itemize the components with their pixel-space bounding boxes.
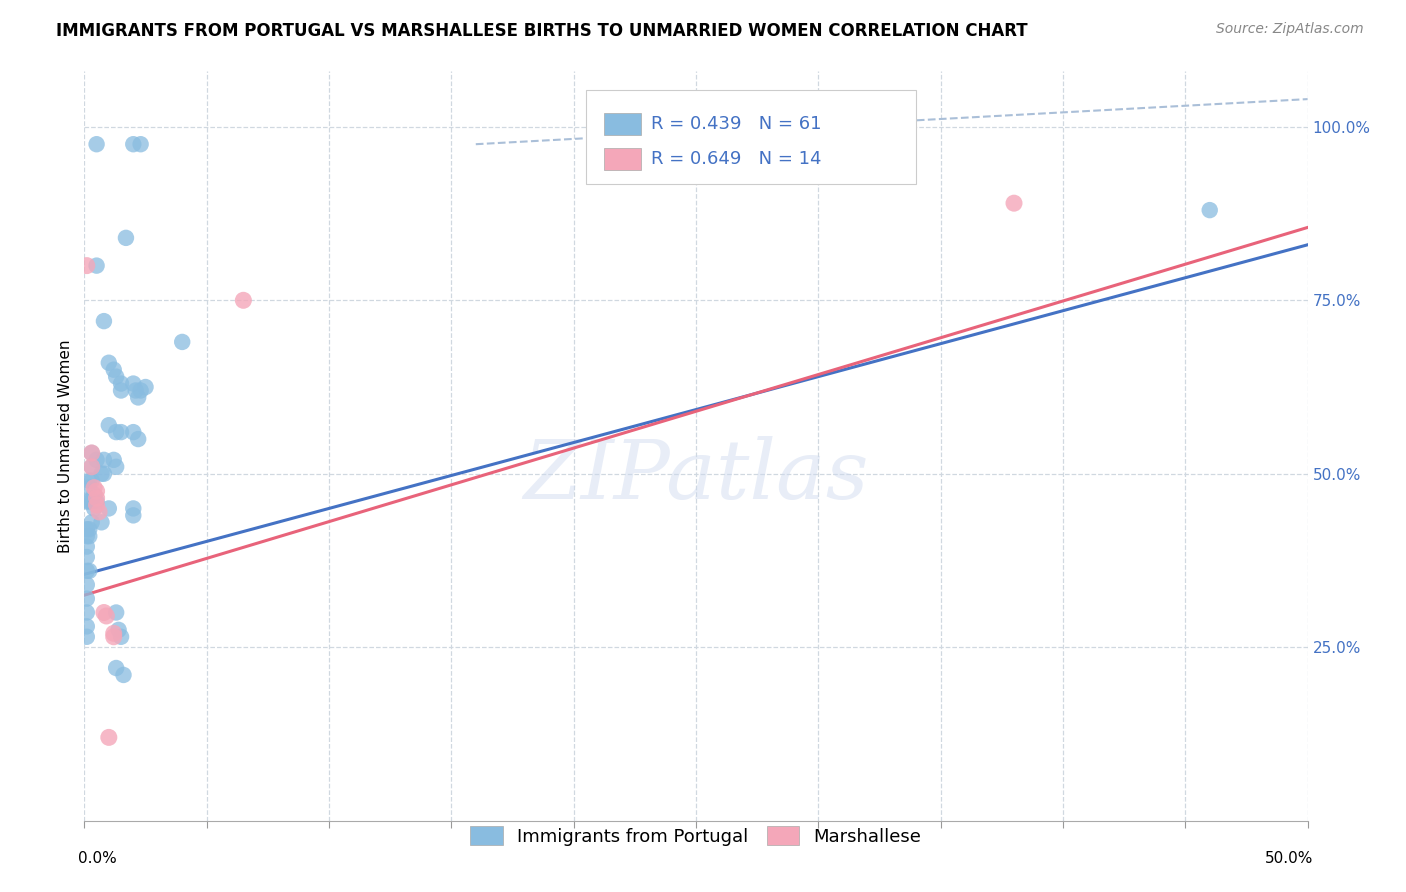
Text: 50.0%: 50.0% [1265,851,1313,865]
Point [76,619,98,633]
Point [83,487,105,501]
Point [86,137,108,152]
Point [77,494,100,508]
Point [110,425,132,439]
FancyBboxPatch shape [605,148,641,170]
Point [86,484,108,499]
Point [232,293,254,308]
Point [122,376,145,391]
Point [110,630,132,644]
Point [76,259,98,273]
Point [77,474,100,488]
Point [86,491,108,505]
Point [122,508,145,523]
Point [86,453,108,467]
Point [103,453,125,467]
Point [80,516,103,530]
Point [76,578,98,592]
Point [103,630,125,644]
Point [135,380,157,394]
Point [80,446,103,460]
Text: R = 0.439   N = 61: R = 0.439 N = 61 [651,115,821,133]
Point [112,668,135,682]
Point [172,334,194,349]
Point [1002,196,1025,211]
Point [127,391,149,405]
Point [80,459,103,474]
Point [76,522,98,536]
Point [80,474,103,488]
FancyBboxPatch shape [605,112,641,135]
Point [105,661,128,675]
Point [80,446,103,460]
Point [76,630,98,644]
Point [86,259,108,273]
Point [90,516,112,530]
Point [93,467,115,481]
Point [93,314,115,328]
Point [93,453,115,467]
Point [77,529,100,543]
Y-axis label: Births to Unmarried Women: Births to Unmarried Women [58,339,73,553]
Text: ZIPatlas: ZIPatlas [523,436,869,516]
Text: R = 0.649   N = 14: R = 0.649 N = 14 [651,150,821,168]
Point [76,549,98,564]
Point [86,498,108,512]
Legend: Immigrants from Portugal, Marshallese: Immigrants from Portugal, Marshallese [463,819,929,853]
Point [110,384,132,398]
Point [1198,203,1220,218]
Point [129,384,152,398]
Point [122,425,145,439]
Point [105,369,128,384]
Point [96,609,118,624]
Point [80,494,103,508]
Point [97,418,120,433]
Point [110,376,132,391]
FancyBboxPatch shape [586,90,917,184]
Point [77,481,100,495]
Point [87,505,110,519]
Text: 0.0%: 0.0% [79,851,117,865]
Point [76,606,98,620]
Point [77,522,100,536]
Text: IMMIGRANTS FROM PORTUGAL VS MARSHALLESE BIRTHS TO UNMARRIED WOMEN CORRELATION CH: IMMIGRANTS FROM PORTUGAL VS MARSHALLESE … [56,22,1028,40]
Point [93,606,115,620]
Point [76,540,98,554]
Point [105,459,128,474]
Point [103,626,125,640]
Point [127,432,149,446]
Point [80,459,103,474]
Point [77,564,100,578]
Point [107,623,129,637]
Point [122,501,145,516]
Point [83,501,105,516]
Point [97,731,120,745]
Point [76,564,98,578]
Point [76,529,98,543]
Point [76,494,98,508]
Point [97,501,120,516]
Point [105,425,128,439]
Text: Source: ZipAtlas.com: Source: ZipAtlas.com [1216,22,1364,37]
Point [86,494,108,508]
Point [97,356,120,370]
Point [129,137,152,152]
Point [122,137,145,152]
Point [83,481,105,495]
Point [105,606,128,620]
Point [90,467,112,481]
Point [76,591,98,606]
Point [125,384,148,398]
Point [103,362,125,376]
Point [115,231,138,245]
